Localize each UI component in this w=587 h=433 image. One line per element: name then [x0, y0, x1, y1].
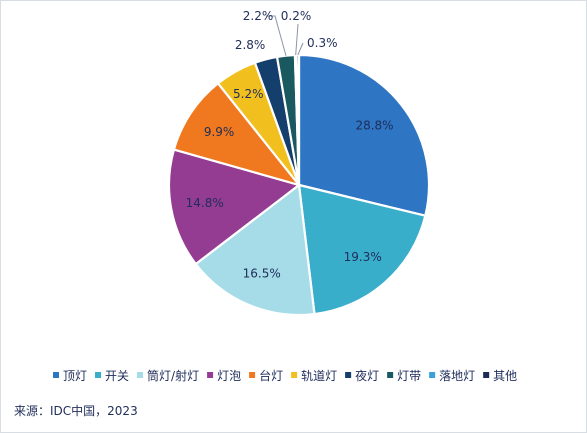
slice-label-5: 9.9% — [204, 125, 235, 139]
legend-label-9: 落地灯 — [439, 369, 475, 383]
leader-line-8 — [266, 15, 287, 56]
legend-swatch-4 — [207, 372, 214, 378]
legend-swatch-10 — [483, 372, 490, 378]
slice-label-1: 28.8% — [355, 119, 393, 133]
slice-label-10: 0.3% — [307, 36, 338, 50]
slice-labels: 28.8% 19.3% 16.5% 14.8% 9.9% 5.2% 2.8% 2.2% 0.2%… — [186, 9, 394, 281]
legend-swatch-1 — [53, 372, 59, 378]
leader-line-10 — [297, 42, 304, 56]
legend-swatch-8 — [387, 372, 394, 378]
source-note: 来源：IDC中国，2023 — [14, 403, 138, 418]
legend-label-5: 台灯 — [259, 368, 283, 383]
legend-label-3: 筒灯/射灯 — [147, 368, 199, 383]
slice-3 — [194, 182, 316, 317]
slice-label-4: 14.8% — [186, 196, 224, 210]
slice-label-6: 5.2% — [233, 87, 264, 101]
slice-5 — [172, 81, 302, 187]
legend-label-4: 灯泡 — [217, 369, 241, 383]
legend-label-10: 其他 — [493, 369, 517, 383]
legend-swatch-2 — [95, 372, 102, 378]
slice-label-3: 16.5% — [243, 267, 281, 281]
legend: 顶灯 开关 筒灯/射灯 灯泡 台灯 轨道灯 夜灯 灯带 落地灯 其他 — [53, 368, 517, 383]
slice-4 — [167, 148, 302, 266]
legend-label-7: 夜灯 — [355, 368, 379, 383]
leader-line-9 — [295, 23, 299, 56]
leader-lines — [266, 15, 304, 56]
slice-label-2: 19.3% — [344, 250, 382, 264]
legend-swatch-6 — [291, 372, 298, 378]
legend-swatch-5 — [249, 372, 256, 378]
legend-swatch-9 — [429, 372, 436, 378]
legend-label-2: 开关 — [105, 369, 129, 383]
legend-label-8: 灯带 — [397, 369, 421, 383]
slice-label-9: 0.2% — [281, 9, 312, 23]
pie-slices — [167, 53, 431, 317]
slice-label-7: 2.8% — [235, 38, 266, 52]
legend-swatch-3 — [137, 372, 144, 378]
legend-label-6: 轨道灯 — [301, 369, 337, 383]
legend-label-1: 顶灯 — [63, 369, 87, 383]
slice-2 — [297, 183, 427, 316]
legend-swatch-7 — [345, 372, 352, 378]
slice-10 — [295, 53, 301, 186]
slice-1 — [297, 53, 431, 218]
slice-label-8: 2.2% — [243, 9, 274, 23]
